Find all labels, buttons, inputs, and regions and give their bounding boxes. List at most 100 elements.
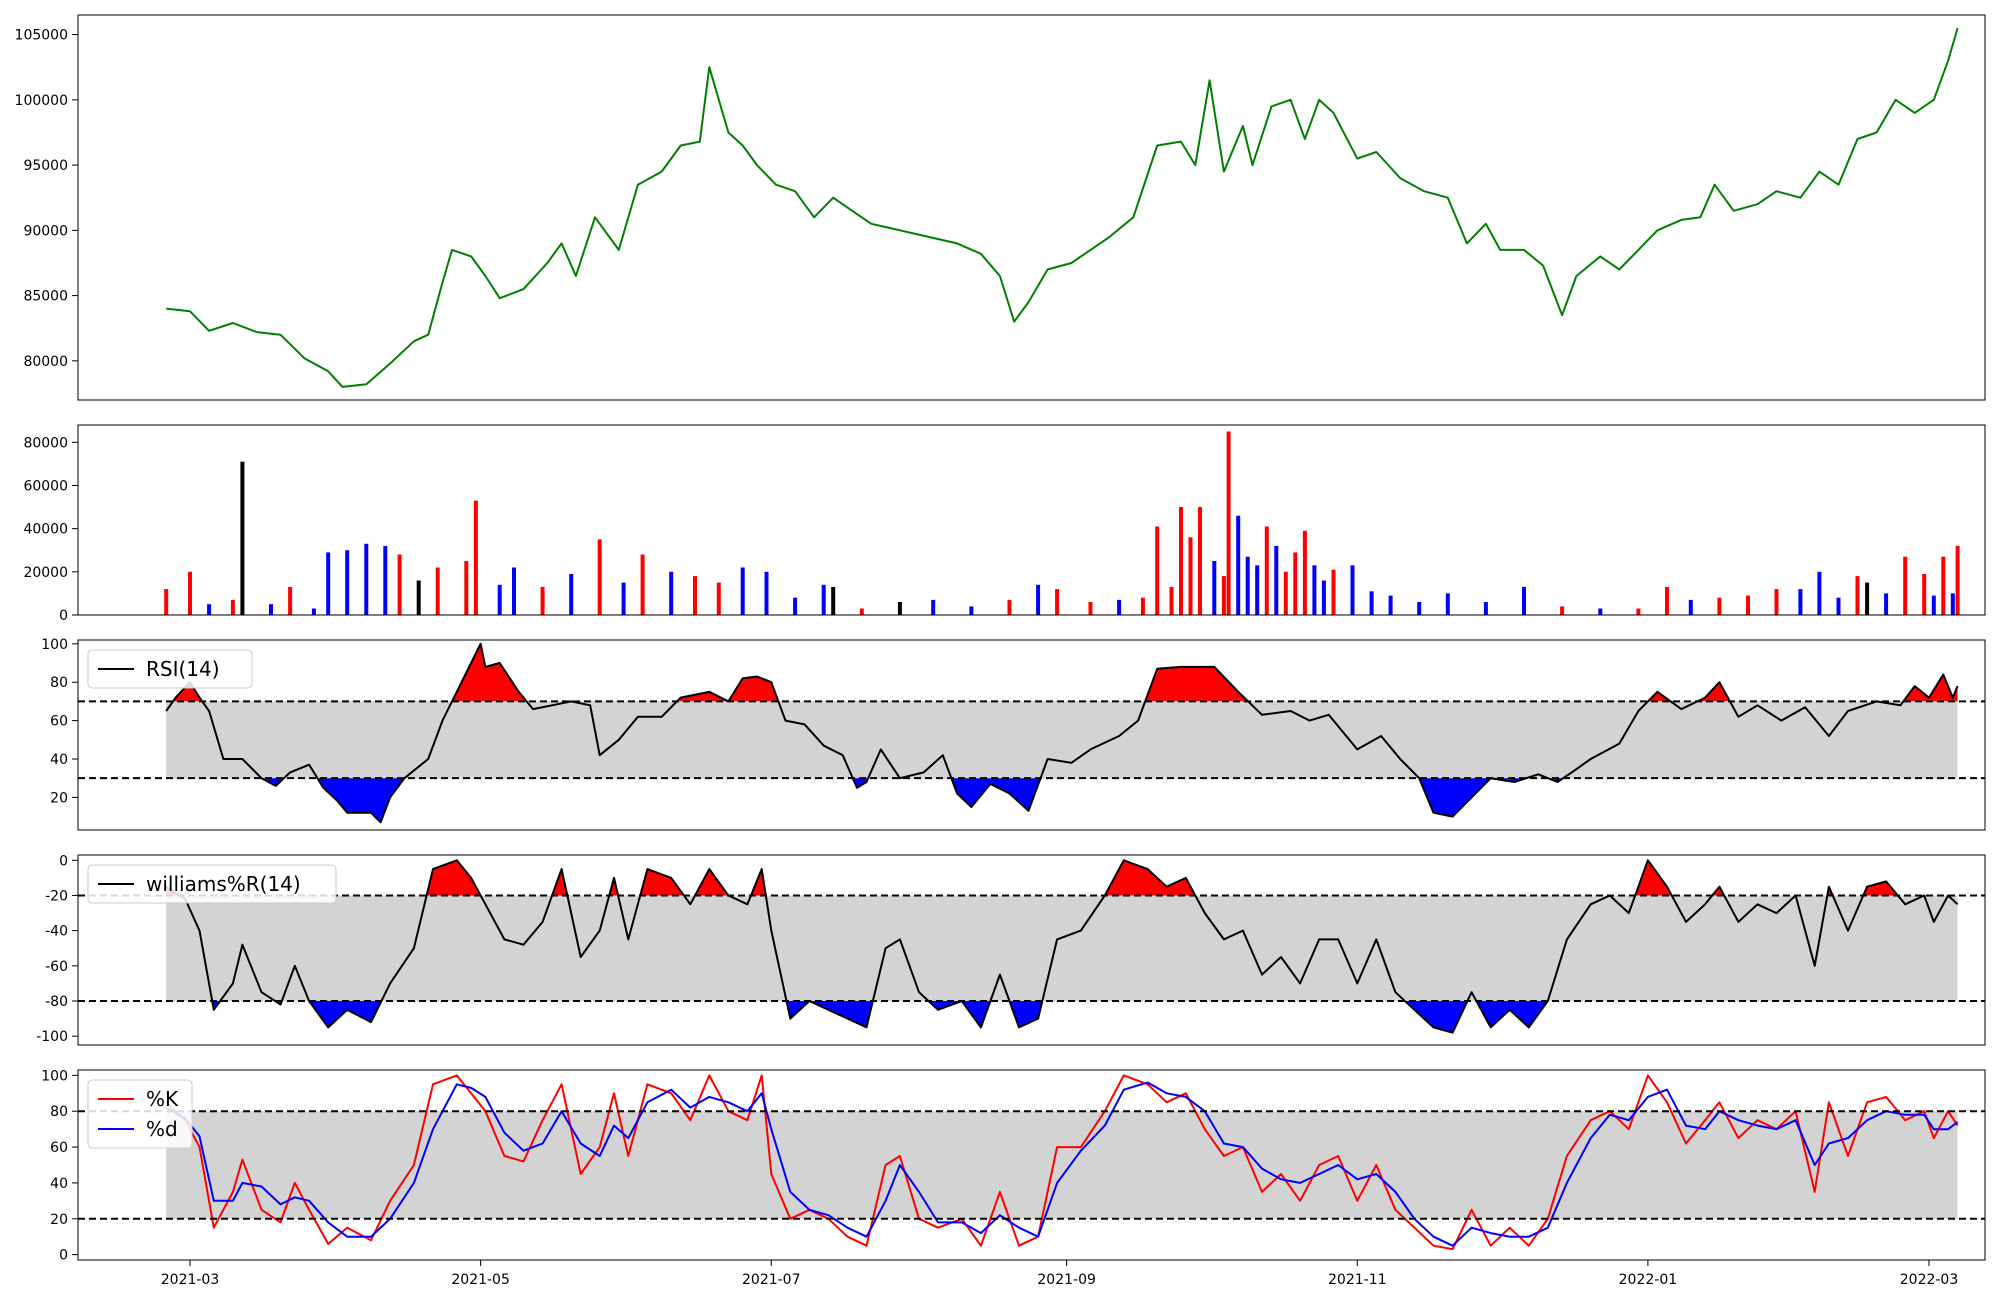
panel-frame [77, 854, 1986, 1046]
x-tick-label: 2021-09 [1037, 1272, 1096, 1288]
volume-bar [1865, 582, 1870, 615]
panel-plot-area [165, 642, 1959, 824]
volume-bar [1717, 597, 1722, 615]
volume-bar [1179, 507, 1183, 615]
volume-bar [1941, 556, 1946, 615]
y-tick-label: 60 [50, 1140, 68, 1156]
x-tick-label: 2021-11 [1328, 1272, 1387, 1288]
volume-bar [473, 500, 478, 615]
panel-4: -100 -80 -60 -40 -20 0 williams%R(14) [36, 853, 1986, 1046]
panel-2: 0 20000 40000 60000 80000 [23, 424, 1986, 624]
overbought-fill [166, 860, 1958, 896]
panel-plot-area [165, 859, 1959, 1034]
volume-bar [764, 571, 769, 615]
panel-plot-area [165, 1074, 1959, 1251]
neutral-band [166, 1111, 1958, 1219]
volume-bar [931, 599, 936, 615]
volume-bar [364, 543, 369, 615]
volume-bar [1264, 526, 1269, 615]
y-tick-label: 40000 [23, 522, 68, 538]
price-line [166, 27, 1959, 388]
volume-bar [288, 586, 293, 615]
panel-frame [77, 14, 1986, 401]
y-tick-label: 105000 [15, 28, 68, 44]
volume-bar [1274, 545, 1279, 615]
volume-bar [740, 567, 745, 615]
indicator-line [165, 642, 1959, 824]
volume-bar [859, 608, 864, 615]
volume-bar [897, 602, 902, 615]
legend-box [87, 649, 253, 689]
volume-bar [1036, 584, 1041, 615]
y-tick-label: -40 [45, 924, 68, 940]
volume-bar [1483, 602, 1488, 615]
volume-bar [512, 567, 516, 615]
volume-bar [1598, 608, 1603, 615]
y-tick-label: -60 [45, 959, 68, 975]
volume-bar [1255, 565, 1260, 615]
panel-5: 0 20 40 60 80 100 %K %d 2021-03 2021-05 2021-07 202… [41, 1068, 1986, 1288]
neutral-band [166, 895, 1958, 1002]
volume-bar [1688, 599, 1693, 615]
volume-bar [497, 584, 502, 615]
volume-bar [1155, 526, 1160, 615]
volume-bar [1665, 586, 1669, 615]
panel-frame [77, 424, 1986, 616]
volume-bar [1055, 589, 1060, 615]
y-tick-label: 60 [50, 714, 68, 730]
legend-label: %d [146, 1117, 178, 1141]
volume-bar [621, 582, 626, 615]
volume-bar [416, 580, 421, 615]
y-tick-label: 80000 [23, 354, 68, 370]
volume-bar [345, 550, 350, 615]
y-tick-label: 60000 [23, 478, 68, 494]
volume-bar [597, 539, 602, 615]
y-tick-label: 0 [59, 608, 68, 624]
volume-bar [1088, 602, 1093, 615]
volume-bar [1560, 606, 1565, 615]
volume-bar [1955, 545, 1960, 615]
volume-bar [569, 574, 574, 615]
volume-bar [1950, 593, 1955, 615]
panel-frame [77, 639, 1986, 831]
y-tick-label: 20 [50, 1212, 68, 1228]
volume-bar [397, 554, 402, 615]
volume-bar [1283, 571, 1288, 615]
volume-bar [540, 586, 545, 615]
panel-3: 20 40 60 80 100 RSI(14) [41, 637, 1986, 831]
volume-bar [269, 604, 273, 615]
volume-bar [1798, 589, 1803, 615]
legend-box [87, 1079, 193, 1149]
volume-bar [1188, 537, 1193, 615]
panel-frame [77, 1069, 1986, 1261]
volume-bar [1922, 574, 1927, 615]
y-tick-label: 0 [59, 1248, 68, 1264]
y-tick-label: 100 [41, 1068, 68, 1084]
volume-bar [1774, 589, 1779, 615]
y-tick-label: -80 [45, 994, 68, 1010]
panel-plot-area [166, 27, 1959, 388]
y-tick-label: 40 [50, 1176, 68, 1192]
volume-bar [1312, 565, 1317, 615]
volume-bar [326, 552, 331, 615]
x-tick-label: 2022-01 [1619, 1272, 1678, 1288]
legend-label: RSI(14) [146, 657, 220, 681]
volume-bar [1212, 561, 1217, 615]
volume-bar [1221, 576, 1226, 615]
volume-bar [1226, 431, 1231, 615]
x-tick-label: 2021-07 [742, 1272, 801, 1288]
volume-bar [240, 461, 245, 615]
stoch-d-line [165, 1081, 1959, 1247]
volume-bar [1836, 597, 1841, 615]
volume-bar [311, 608, 316, 615]
volume-bar [821, 584, 826, 615]
volume-bar [1636, 608, 1641, 615]
volume-bar [1931, 595, 1936, 615]
y-tick-label: -20 [45, 888, 68, 904]
volume-bar [1445, 593, 1450, 615]
volume-bar [793, 597, 798, 615]
y-tick-label: -100 [36, 1029, 68, 1045]
volume-bar [1007, 599, 1012, 615]
